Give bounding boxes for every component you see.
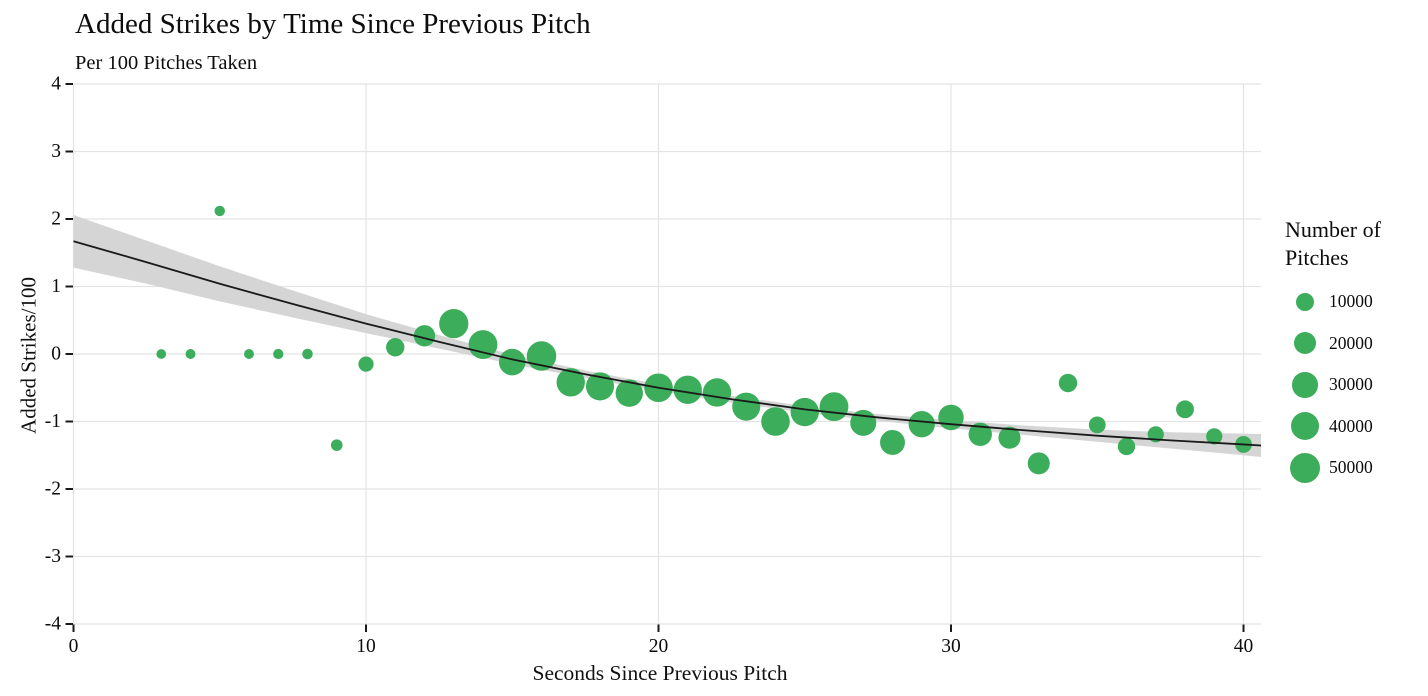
chart-title: Added Strikes by Time Since Previous Pit… bbox=[75, 8, 591, 40]
data-bubble bbox=[185, 349, 196, 359]
y-tick-label: 0 bbox=[51, 344, 61, 365]
data-bubble bbox=[761, 407, 790, 436]
legend-title-line1: Number of bbox=[1285, 217, 1381, 242]
legend-title: Number of Pitches bbox=[1285, 216, 1428, 272]
data-bubble bbox=[850, 409, 877, 436]
y-tick-label: 1 bbox=[51, 276, 61, 297]
data-bubble bbox=[498, 348, 526, 376]
y-axis-title: Added Strikes/100 bbox=[16, 277, 41, 434]
legend-items: 10000 20000 30000 40000 50000 bbox=[1285, 281, 1428, 489]
data-bubble bbox=[386, 338, 405, 357]
legend-item-label: 30000 bbox=[1329, 374, 1373, 395]
data-bubble bbox=[1206, 428, 1223, 445]
legend-item-40000: 40000 bbox=[1285, 406, 1428, 448]
bubble-swatch-icon bbox=[1295, 292, 1315, 311]
data-bubble bbox=[244, 349, 254, 359]
data-bubble bbox=[1176, 400, 1194, 419]
data-bubble bbox=[413, 325, 436, 347]
bubble-swatch-icon bbox=[1289, 452, 1321, 483]
y-tick-label: 3 bbox=[51, 141, 61, 162]
data-bubble bbox=[1088, 416, 1106, 434]
data-bubble bbox=[439, 308, 469, 339]
legend-title-line2: Pitches bbox=[1285, 245, 1349, 270]
y-tick-label: -1 bbox=[45, 411, 61, 432]
y-tick-label: 4 bbox=[51, 74, 61, 95]
trend-line bbox=[73, 240, 1262, 447]
confidence-band bbox=[73, 214, 1262, 457]
bubble-swatch-icon bbox=[1292, 372, 1318, 398]
data-bubble bbox=[819, 392, 849, 422]
y-tick-label: -3 bbox=[45, 546, 61, 567]
data-bubble bbox=[615, 379, 643, 407]
data-bubble bbox=[468, 330, 498, 359]
data-bubble bbox=[556, 368, 585, 397]
data-bubble bbox=[673, 375, 702, 404]
bubble-swatch-icon bbox=[1293, 332, 1317, 355]
y-tick-label: -2 bbox=[45, 479, 61, 500]
legend-item-20000: 20000 bbox=[1285, 323, 1428, 365]
legend-item-label: 20000 bbox=[1329, 332, 1373, 353]
y-tick-label: -4 bbox=[45, 614, 61, 635]
data-bubble bbox=[968, 422, 992, 447]
data-bubble bbox=[938, 404, 964, 431]
bubble-swatch-icon bbox=[1290, 412, 1320, 441]
x-axis-title: Seconds Since Previous Pitch bbox=[532, 661, 788, 685]
x-tick-label: 40 bbox=[1234, 636, 1254, 657]
data-bubble bbox=[273, 348, 284, 360]
legend-item-label: 10000 bbox=[1329, 291, 1373, 312]
data-bubble bbox=[1058, 373, 1078, 393]
legend-item-label: 50000 bbox=[1329, 457, 1373, 478]
y-tick-label: 2 bbox=[51, 209, 61, 230]
data-bubble bbox=[526, 341, 557, 371]
x-tick-label: 0 bbox=[69, 636, 79, 657]
data-bubble bbox=[1027, 452, 1050, 475]
data-bubble bbox=[790, 397, 819, 427]
data-bubble bbox=[732, 392, 761, 421]
chart-subtitle: Per 100 Pitches Taken bbox=[75, 52, 258, 74]
data-bubble bbox=[880, 429, 905, 455]
x-tick-label: 20 bbox=[649, 636, 669, 657]
data-bubble bbox=[908, 411, 935, 438]
legend-item-10000: 10000 bbox=[1285, 281, 1428, 323]
data-bubble bbox=[998, 426, 1021, 449]
data-bubble bbox=[1117, 437, 1136, 456]
data-bubble bbox=[702, 378, 732, 407]
data-bubble bbox=[358, 356, 374, 372]
legend-item-50000: 50000 bbox=[1285, 447, 1428, 489]
data-bubble bbox=[330, 439, 343, 451]
size-legend: Number of Pitches 10000 20000 30000 4000… bbox=[1285, 216, 1428, 489]
data-bubble bbox=[585, 372, 615, 401]
x-tick-label: 10 bbox=[356, 636, 376, 657]
data-bubble bbox=[156, 349, 167, 359]
data-bubble bbox=[214, 205, 225, 217]
data-bubble bbox=[302, 348, 313, 360]
legend-item-30000: 30000 bbox=[1285, 364, 1428, 406]
x-tick-label: 30 bbox=[941, 636, 961, 657]
legend-item-label: 40000 bbox=[1329, 415, 1373, 436]
